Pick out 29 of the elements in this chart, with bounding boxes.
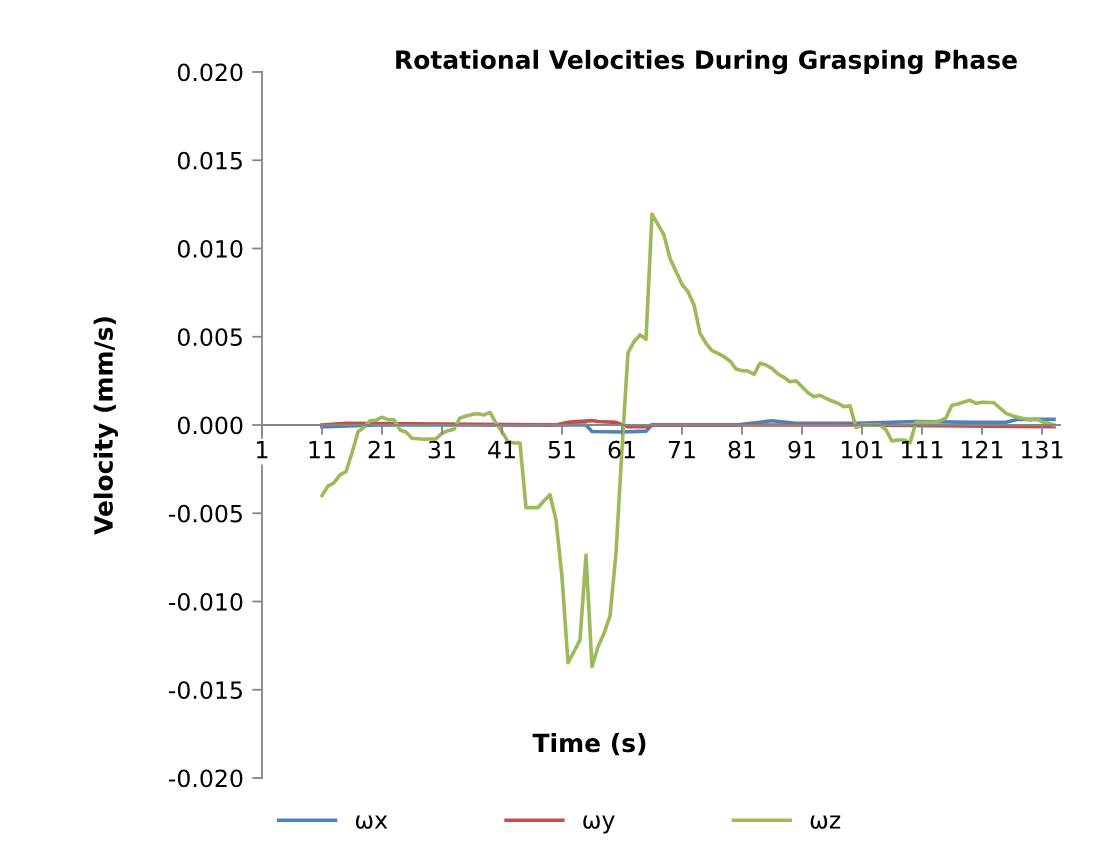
y-tick-label: -0.015 [168, 681, 242, 700]
x-tick-label: 101 [842, 440, 883, 459]
y-tick-label: -0.010 [168, 592, 243, 611]
y-tick-label: 0.015 [177, 151, 242, 170]
y-tick-label: 0.020 [177, 63, 243, 82]
x-tick-label: 41 [488, 441, 515, 459]
y-axis-title: Velocity (mm/s) [93, 317, 118, 535]
legend-label: ωx [355, 815, 388, 829]
legend-label: ωz [810, 815, 841, 829]
x-tick-label: 21 [368, 440, 395, 459]
x-tick-label: 11 [309, 441, 335, 459]
y-tick-label: -0.005 [168, 504, 242, 523]
x-tick-label: 1 [257, 441, 268, 459]
x-tick-label: 71 [668, 441, 695, 459]
line-series [320, 418, 1056, 429]
x-tick-label: 51 [548, 441, 575, 459]
y-tick-label: 0.000 [177, 416, 243, 435]
x-axis-title: Time (s) [532, 733, 646, 756]
x-tick-label: 111 [902, 441, 943, 459]
x-tick-label: 81 [728, 440, 755, 459]
chart-title: Rotational Velocities During Grasping Phase [396, 49, 1017, 75]
y-tick-label: 0.010 [177, 239, 243, 258]
y-tick-label: 0.005 [177, 328, 242, 347]
y-tick-label: -0.020 [168, 769, 243, 788]
x-tick-label: 121 [962, 440, 1003, 459]
x-tick-label: 131 [1022, 440, 1063, 459]
x-tick-label: 31 [428, 440, 455, 459]
legend-label: ωy [583, 815, 615, 834]
x-tick-label: 91 [788, 440, 815, 459]
